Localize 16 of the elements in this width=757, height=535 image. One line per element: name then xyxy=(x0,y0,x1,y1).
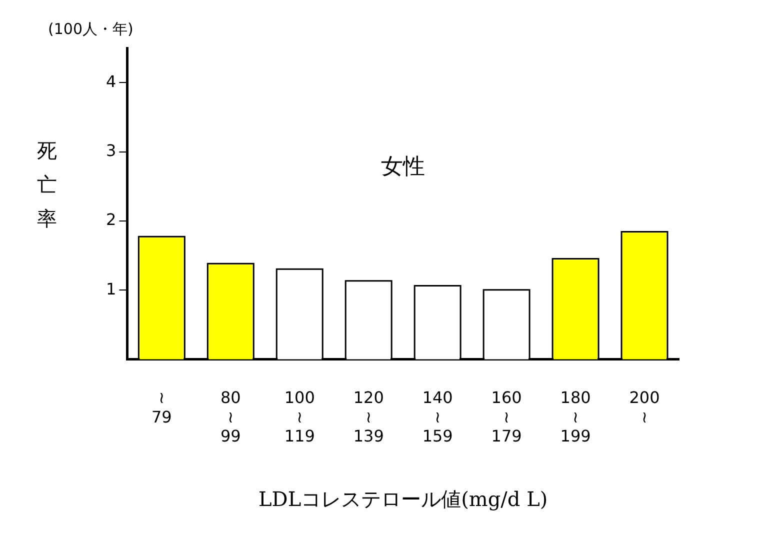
x-tick-label: 180 ≀ 199 xyxy=(560,388,591,446)
x-tick-label: 120 ≀ 139 xyxy=(353,388,384,446)
text: 女性 xyxy=(381,154,426,180)
x-tick-label: 100 ≀ 119 xyxy=(284,388,315,446)
x-tick-label: ≀ 79 xyxy=(151,388,172,426)
y-tick-label: 1 xyxy=(106,279,116,298)
x-tick-label: 80 ≀ 99 xyxy=(220,388,241,446)
y-tick-label: 2 xyxy=(106,210,116,230)
x-tick-label: 160 ≀ 179 xyxy=(491,388,522,446)
y-axis-title: 死亡率 xyxy=(37,138,58,231)
x-tick-label: 140 ≀ 159 xyxy=(422,388,453,446)
x-axis-title: LDLコレステロール値(mg/d L) xyxy=(258,487,548,512)
text: (100人・年) xyxy=(48,20,134,38)
y-tick-label: 4 xyxy=(106,72,116,91)
x-tick-label: 200 ≀ xyxy=(629,388,660,426)
y-tick-label: 3 xyxy=(106,140,116,160)
